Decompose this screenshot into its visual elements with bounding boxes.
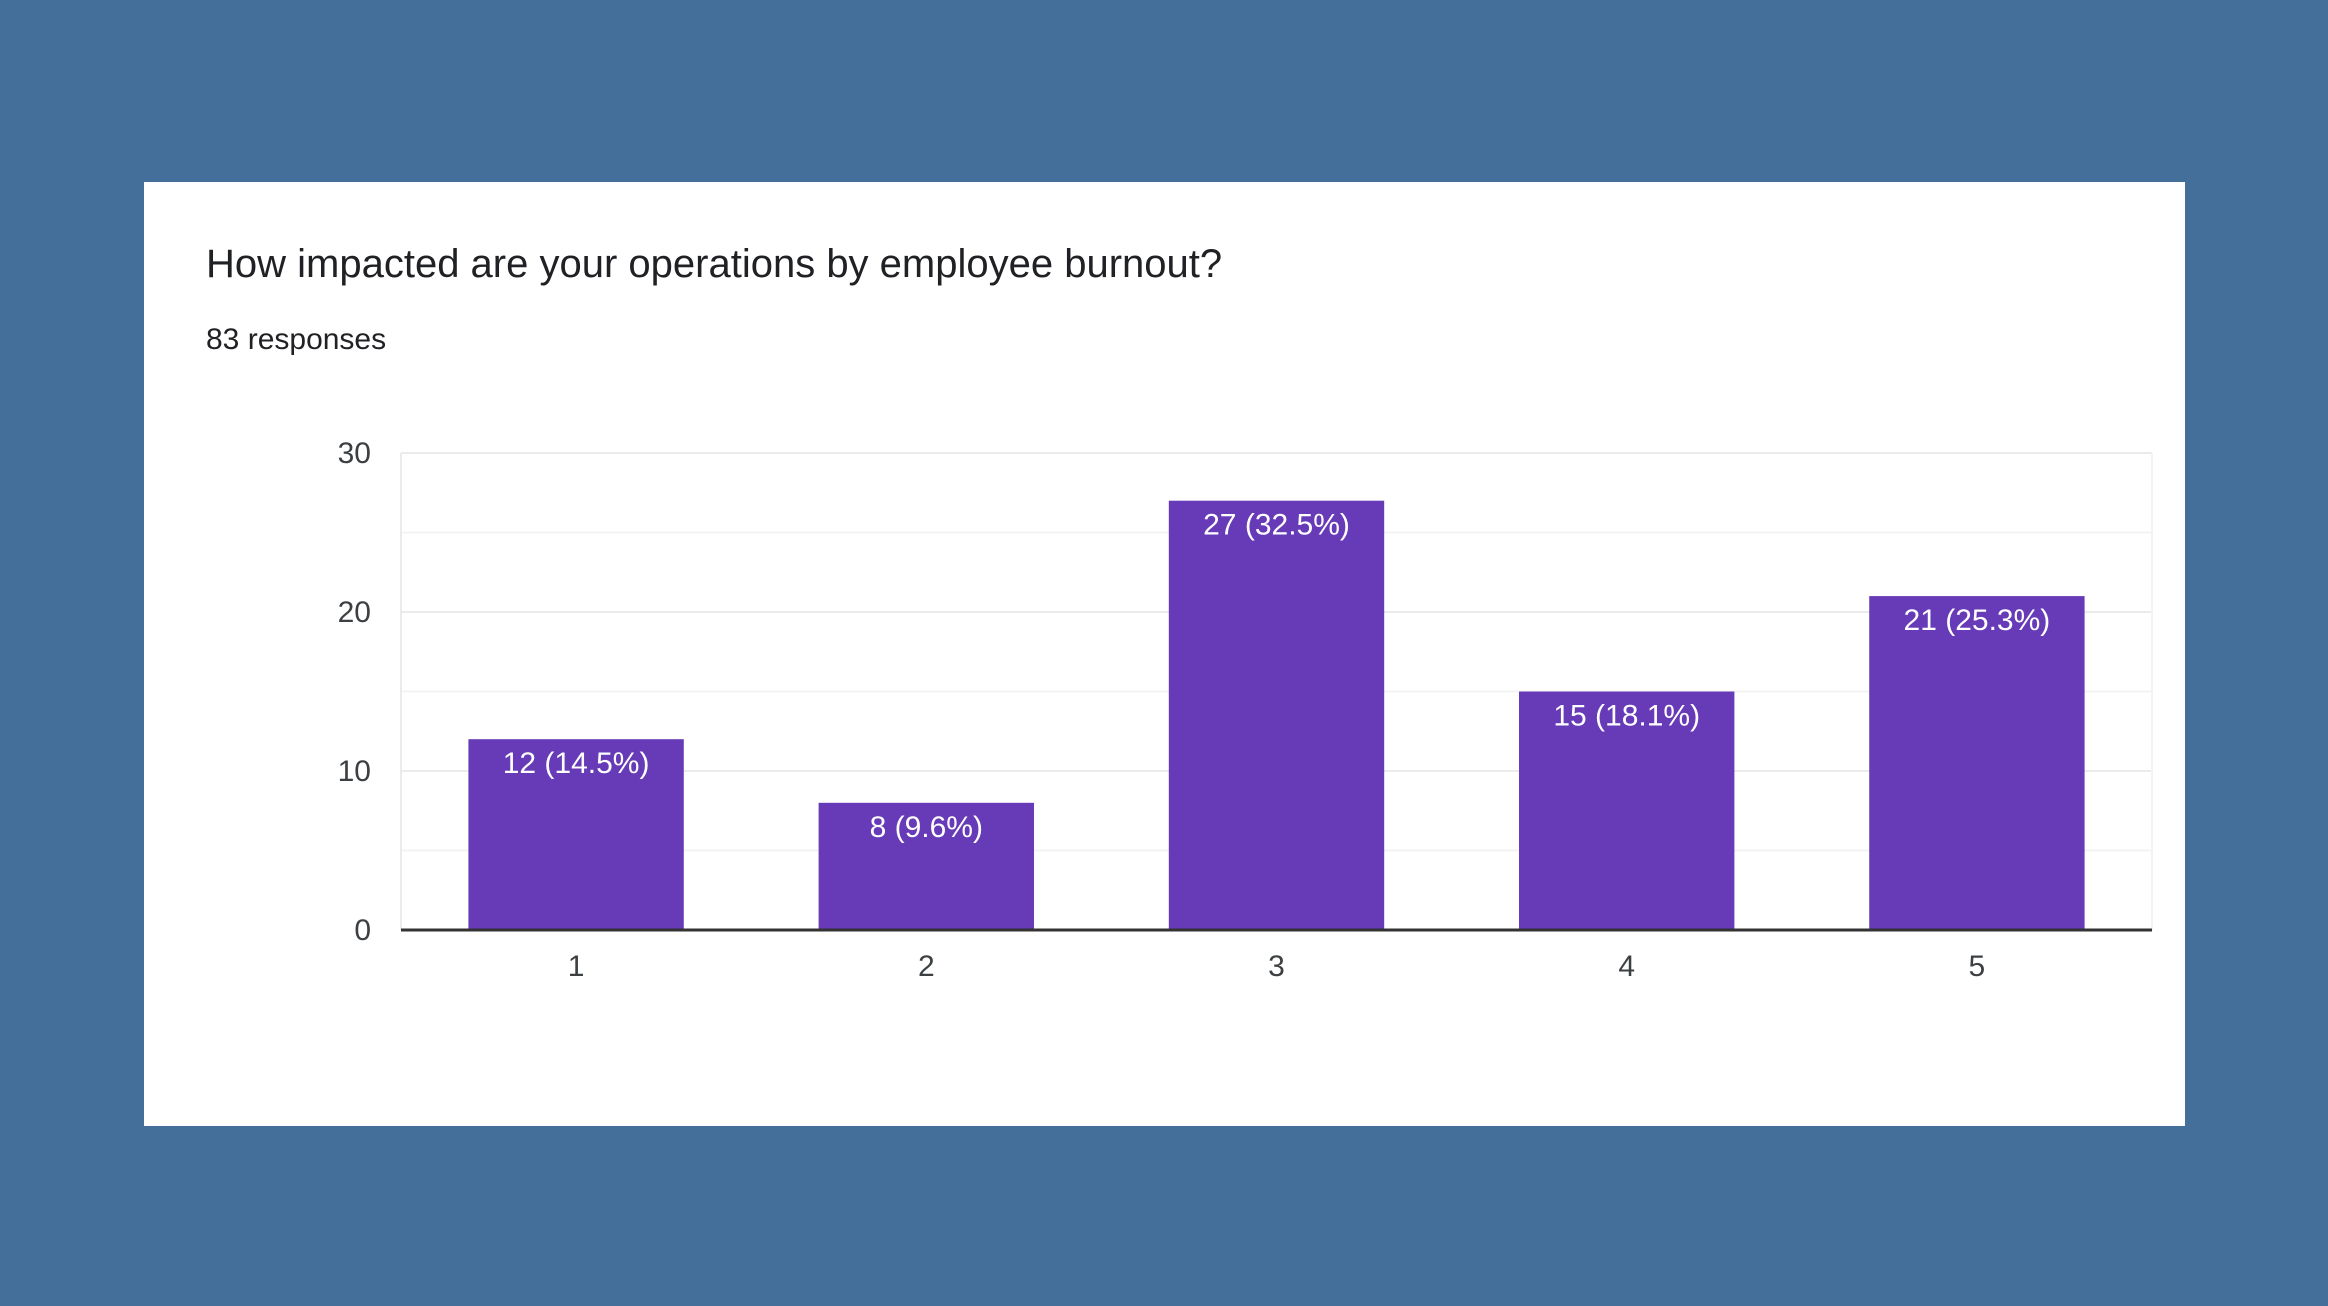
question-title: How impacted are your operations by empl… <box>206 242 1223 286</box>
bar <box>1869 596 2085 930</box>
x-tick-label: 4 <box>1618 950 1635 983</box>
x-axis-ticks: 1 2 3 4 5 <box>568 950 1985 983</box>
response-count: 83 responses <box>206 323 387 356</box>
bar <box>818 802 1034 930</box>
bar-data-label: 15 (18.1%) <box>1553 700 1700 733</box>
bar-chart: 0 10 20 30 12 (14.5%) 8 (9.6%) 27 (32.5%) 15 (… <box>338 437 2153 983</box>
bar-labels: 12 (14.5%) 8 (9.6%) 27 (32.5%) 15 (18.1%) 21… <box>503 509 2051 844</box>
bar-data-label: 27 (32.5%) <box>1203 509 1350 542</box>
bars <box>468 500 2085 930</box>
y-tick-label: 20 <box>338 596 371 629</box>
y-axis-ticks: 0 10 20 30 <box>338 437 371 947</box>
y-tick-label: 10 <box>338 755 371 788</box>
bar-data-label: 12 (14.5%) <box>503 747 650 780</box>
bar-data-label: 8 (9.6%) <box>870 811 983 844</box>
bar <box>468 739 684 930</box>
question-card: How impacted are your operations by empl… <box>144 182 2185 1126</box>
y-tick-label: 0 <box>354 914 371 947</box>
y-tick-label: 30 <box>338 437 371 470</box>
bar <box>1168 500 1385 930</box>
x-tick-label: 1 <box>568 950 585 983</box>
bar <box>1519 691 1735 930</box>
x-tick-label: 2 <box>918 950 935 983</box>
x-tick-label: 5 <box>1969 950 1986 983</box>
bar-data-label: 21 (25.3%) <box>1904 604 2051 637</box>
x-tick-label: 3 <box>1268 950 1285 983</box>
